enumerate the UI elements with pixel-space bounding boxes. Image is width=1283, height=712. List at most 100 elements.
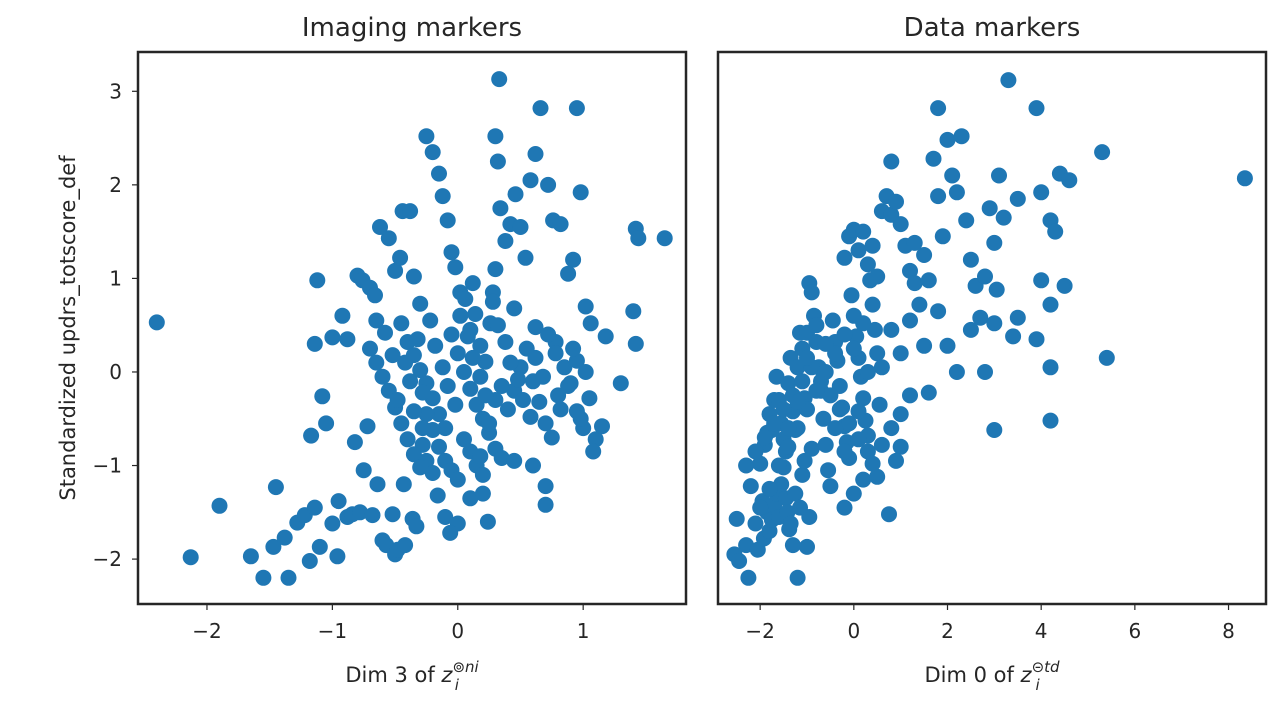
data-point bbox=[766, 415, 783, 432]
data-point bbox=[449, 471, 466, 488]
data-point bbox=[803, 284, 820, 301]
data-point bbox=[1042, 296, 1059, 313]
data-point bbox=[384, 506, 401, 523]
chart-title: Imaging markers bbox=[302, 13, 522, 43]
data-point bbox=[991, 167, 1007, 184]
data-point bbox=[255, 569, 272, 586]
data-point bbox=[902, 262, 918, 279]
data-point bbox=[1047, 223, 1064, 240]
data-point bbox=[267, 479, 284, 496]
x-axis-label-variable: z bbox=[440, 663, 453, 687]
data-point bbox=[1009, 309, 1026, 326]
data-point bbox=[930, 100, 947, 117]
data-point bbox=[412, 295, 429, 312]
data-point bbox=[939, 131, 956, 148]
data-point bbox=[794, 373, 811, 390]
data-point bbox=[457, 291, 474, 307]
data-point bbox=[550, 387, 567, 404]
data-point bbox=[527, 349, 544, 366]
data-point bbox=[402, 203, 419, 220]
scatter-points bbox=[148, 71, 673, 586]
data-point bbox=[731, 553, 748, 569]
data-point bbox=[572, 184, 589, 201]
data-point bbox=[742, 478, 759, 495]
data-point bbox=[429, 487, 446, 504]
data-point bbox=[808, 317, 825, 334]
data-point bbox=[472, 368, 489, 385]
data-point bbox=[537, 496, 554, 513]
data-point bbox=[392, 249, 409, 266]
data-point bbox=[462, 490, 479, 507]
data-point bbox=[986, 234, 1003, 251]
data-point bbox=[502, 354, 519, 371]
data-point bbox=[543, 429, 560, 446]
data-point bbox=[497, 334, 514, 350]
x-axis-label: Dim 0 of z⊝td i bbox=[924, 658, 1060, 694]
data-point bbox=[794, 466, 811, 483]
data-point bbox=[456, 364, 472, 380]
data-point bbox=[182, 549, 199, 566]
data-point bbox=[881, 506, 897, 523]
data-point bbox=[906, 234, 923, 251]
data-point bbox=[859, 364, 876, 380]
data-point bbox=[855, 223, 872, 240]
data-point bbox=[265, 538, 282, 555]
data-point bbox=[587, 431, 604, 448]
data-point bbox=[434, 359, 451, 376]
data-point bbox=[437, 509, 454, 525]
data-point bbox=[866, 321, 883, 338]
data-point bbox=[756, 429, 773, 446]
data-markers-panel: Data markers −2 0 2 4 6 8 Dim 0 of z⊝td i bbox=[716, 13, 1268, 694]
data-point bbox=[630, 230, 647, 247]
data-point bbox=[242, 548, 259, 565]
plot-frame bbox=[716, 50, 1268, 606]
data-point bbox=[362, 340, 378, 357]
data-point bbox=[506, 300, 523, 317]
data-point bbox=[892, 345, 909, 362]
data-point bbox=[449, 345, 466, 362]
data-point bbox=[768, 368, 785, 385]
data-point bbox=[986, 315, 1003, 332]
data-point bbox=[452, 307, 469, 324]
x-tick-label: 2 bbox=[941, 619, 954, 643]
data-point bbox=[911, 296, 928, 313]
data-point bbox=[780, 438, 797, 455]
data-point bbox=[540, 176, 557, 193]
data-point bbox=[836, 499, 853, 516]
data-point bbox=[311, 538, 328, 555]
data-point bbox=[537, 415, 554, 432]
data-point bbox=[556, 359, 573, 376]
plot-frame bbox=[136, 50, 688, 606]
data-point bbox=[577, 364, 594, 380]
data-point bbox=[431, 438, 447, 455]
data-point bbox=[864, 296, 881, 313]
data-point bbox=[439, 212, 456, 229]
data-point bbox=[981, 200, 998, 217]
data-point bbox=[803, 440, 820, 457]
data-point bbox=[472, 337, 489, 354]
data-point bbox=[434, 188, 451, 205]
data-point bbox=[431, 165, 447, 182]
data-point bbox=[953, 128, 970, 145]
data-point bbox=[789, 569, 806, 586]
data-point bbox=[892, 438, 909, 455]
data-point bbox=[859, 443, 876, 460]
data-point bbox=[988, 281, 1005, 298]
data-point bbox=[355, 462, 372, 479]
data-point bbox=[352, 504, 368, 521]
data-point bbox=[314, 388, 331, 405]
data-point bbox=[540, 326, 557, 343]
data-point bbox=[447, 396, 464, 413]
data-point bbox=[389, 392, 406, 408]
data-point bbox=[517, 249, 534, 266]
data-point bbox=[334, 307, 351, 324]
data-point bbox=[780, 420, 797, 437]
data-point bbox=[393, 415, 410, 432]
data-point bbox=[408, 518, 425, 535]
data-point bbox=[738, 457, 755, 474]
data-point bbox=[799, 538, 815, 555]
data-point bbox=[747, 515, 764, 532]
data-point bbox=[359, 418, 376, 435]
chart-title: Data markers bbox=[904, 13, 1081, 43]
data-point bbox=[412, 459, 429, 476]
